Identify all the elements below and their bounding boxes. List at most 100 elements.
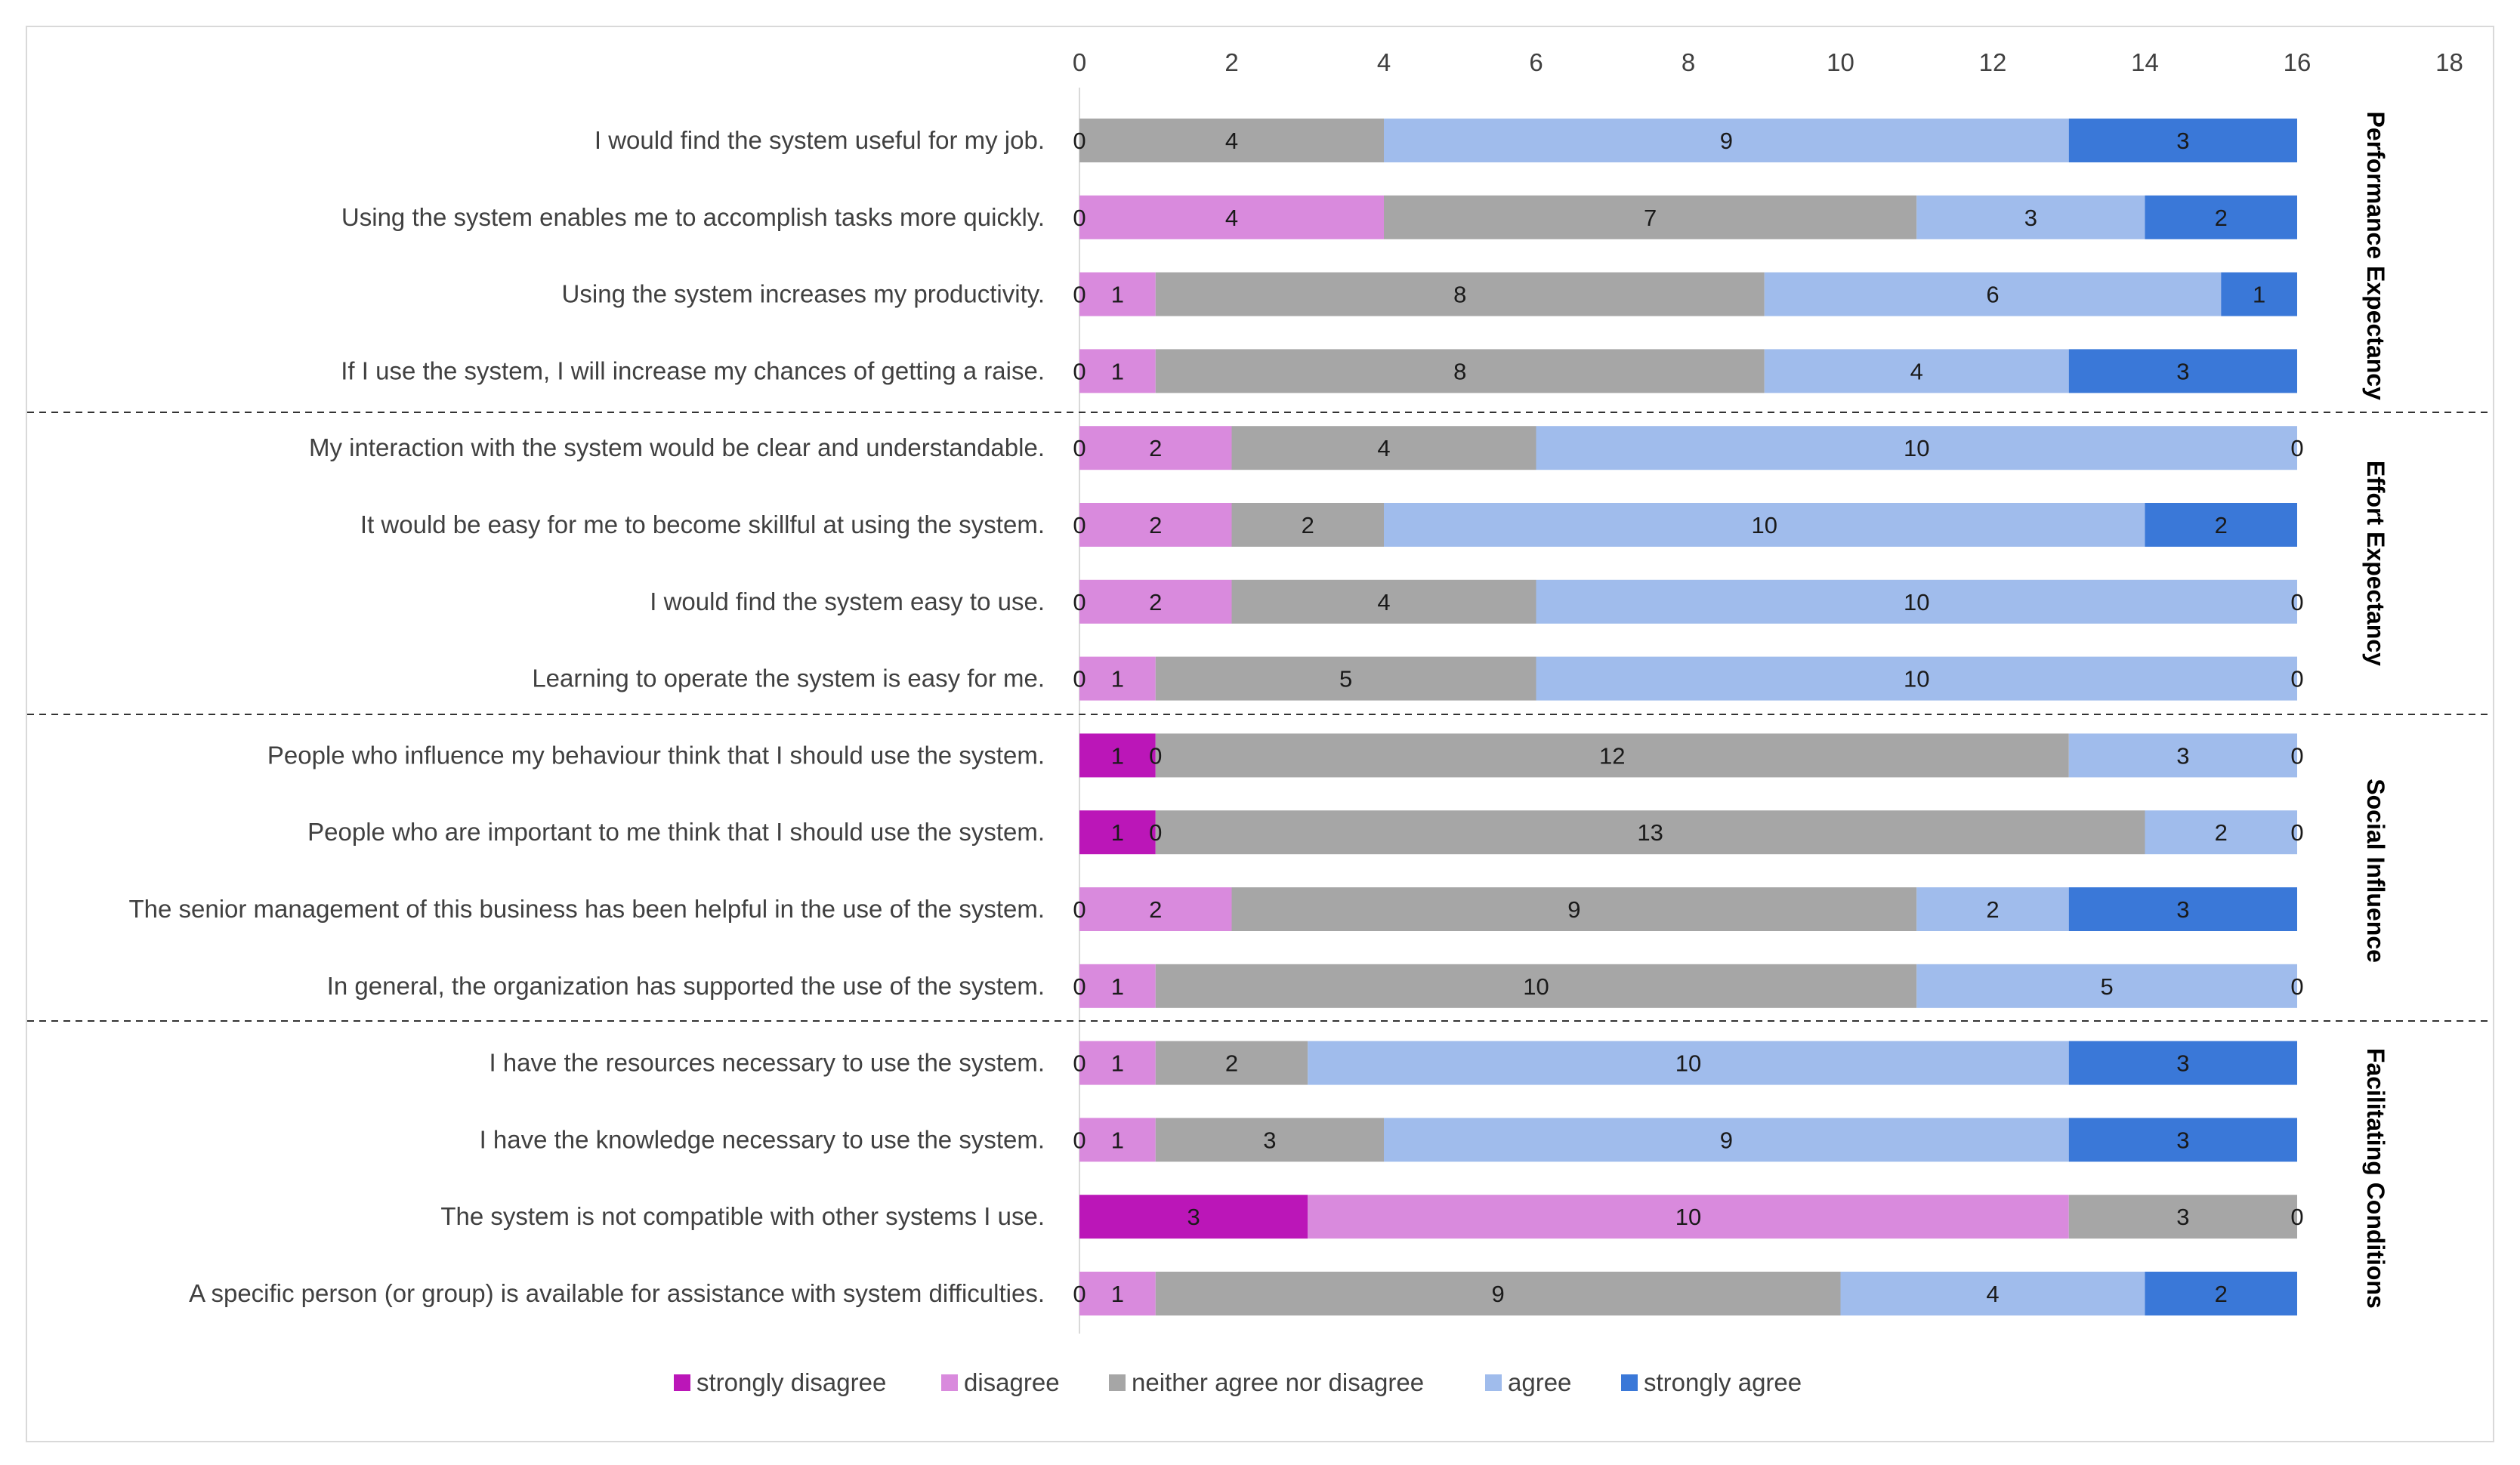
data-label: 0 bbox=[1149, 819, 1162, 846]
data-label: 0 bbox=[2290, 973, 2303, 1000]
bar-segment bbox=[1384, 1118, 2069, 1162]
data-label: 6 bbox=[1986, 282, 1999, 308]
x-tick-label: 6 bbox=[1529, 48, 1543, 76]
category-label: I would find the system easy to use. bbox=[650, 588, 1045, 615]
data-label: 1 bbox=[1111, 973, 1124, 1000]
category-label: People who influence my behaviour think … bbox=[267, 741, 1045, 769]
bar-segment bbox=[2068, 1041, 2297, 1085]
data-label: 10 bbox=[1752, 512, 1777, 538]
data-label: 4 bbox=[1910, 358, 1923, 384]
category-label: I have the knowledge necessary to use th… bbox=[480, 1125, 1045, 1153]
data-label: 10 bbox=[1675, 1204, 1701, 1230]
x-tick-label: 16 bbox=[2284, 48, 2312, 76]
bar-segment bbox=[1079, 1118, 1156, 1162]
category-labels: I would find the system useful for my jo… bbox=[128, 126, 1045, 1307]
category-label: Using the system increases my productivi… bbox=[562, 280, 1045, 308]
bar-segment bbox=[1079, 1272, 1156, 1315]
data-label: 2 bbox=[1302, 512, 1314, 538]
x-tick-label: 4 bbox=[1377, 48, 1391, 76]
bar-segment bbox=[1231, 503, 1384, 547]
data-label: 2 bbox=[2215, 512, 2228, 538]
legend-label: strongly disagree bbox=[696, 1368, 886, 1396]
data-label: 10 bbox=[1904, 435, 1929, 461]
bar-segment bbox=[1384, 503, 2145, 547]
bar-segment bbox=[2221, 272, 2297, 316]
bar-segment bbox=[2145, 503, 2297, 547]
data-label: 4 bbox=[1225, 205, 1238, 231]
data-label: 2 bbox=[1149, 896, 1162, 923]
data-label: 13 bbox=[1637, 819, 1663, 846]
bar-segment bbox=[2068, 1195, 2297, 1239]
group-labels: Performance Expectancy Effort Expectancy S… bbox=[2362, 111, 2389, 1308]
bar-segment bbox=[1079, 579, 1232, 624]
bar-segment bbox=[1231, 887, 1917, 931]
chart-area: 0 2 4 6 8 10 12 14 16 18 I would find the system … bbox=[26, 26, 2494, 1442]
data-label: 9 bbox=[1720, 1127, 1733, 1153]
x-axis-ticks: 0 2 4 6 8 10 12 14 16 18 bbox=[1073, 48, 2463, 76]
data-label: 3 bbox=[1187, 1204, 1200, 1230]
bar-segment bbox=[1308, 1041, 2069, 1085]
bar-segment bbox=[1308, 1195, 2069, 1239]
bar-segment bbox=[1916, 964, 2297, 1008]
bar-segment bbox=[2145, 810, 2297, 855]
data-label: 5 bbox=[1339, 666, 1352, 692]
category-label: I would find the system useful for my jo… bbox=[594, 126, 1045, 154]
group-separators bbox=[27, 412, 2493, 1022]
bar-segment bbox=[2068, 1118, 2297, 1162]
data-label: 3 bbox=[2176, 742, 2189, 769]
data-label: 9 bbox=[1720, 128, 1733, 154]
group-label: Facilitating Conditions bbox=[2362, 1048, 2389, 1309]
bar-segment bbox=[1155, 964, 1917, 1008]
bar-segment bbox=[1536, 426, 2297, 470]
group-label: Social Influence bbox=[2362, 779, 2389, 963]
data-label: 0 bbox=[2290, 589, 2303, 615]
legend-swatch bbox=[1109, 1374, 1126, 1391]
data-label: 2 bbox=[1149, 435, 1162, 461]
data-label: 0 bbox=[1073, 1127, 1086, 1153]
data-label: 3 bbox=[1263, 1127, 1276, 1153]
bar-segment bbox=[1079, 810, 1156, 855]
data-label: 1 bbox=[1111, 1127, 1124, 1153]
bar-segment bbox=[1155, 733, 2069, 778]
group-label: Performance Expectancy bbox=[2362, 111, 2389, 400]
data-label: 4 bbox=[1225, 128, 1238, 154]
data-label: 1 bbox=[1111, 282, 1124, 308]
legend-label: neither agree nor disagree bbox=[1132, 1368, 1424, 1396]
category-label: If I use the system, I will increase my … bbox=[341, 356, 1045, 384]
x-tick-label: 0 bbox=[1073, 48, 1086, 76]
data-label: 0 bbox=[1073, 896, 1086, 923]
data-label: 4 bbox=[1377, 435, 1390, 461]
bar-segment bbox=[1764, 349, 2069, 393]
bar-segment bbox=[1079, 349, 1156, 393]
data-label: 2 bbox=[1149, 589, 1162, 615]
bar-segment bbox=[1155, 1118, 1384, 1162]
x-tick-label: 8 bbox=[1682, 48, 1695, 76]
category-label: Learning to operate the system is easy f… bbox=[532, 665, 1045, 692]
data-label: 1 bbox=[1111, 666, 1124, 692]
bar-segment bbox=[1155, 272, 1765, 316]
bar-segment bbox=[1231, 426, 1536, 470]
bar-segment bbox=[1079, 503, 1232, 547]
data-label: 0 bbox=[1073, 282, 1086, 308]
data-label: 10 bbox=[1675, 1050, 1701, 1077]
data-label: 0 bbox=[1149, 742, 1162, 769]
bar-segment bbox=[1079, 656, 1156, 701]
data-label: 3 bbox=[2176, 358, 2189, 384]
bar-segment bbox=[2145, 195, 2297, 239]
x-tick-label: 18 bbox=[2435, 48, 2463, 76]
bar-segment bbox=[1155, 349, 1765, 393]
bar-segment bbox=[2145, 1272, 2297, 1315]
bar-segment bbox=[1079, 887, 1232, 931]
bar-segment bbox=[1155, 1272, 1841, 1315]
data-label: 3 bbox=[2176, 896, 2189, 923]
data-label: 0 bbox=[1073, 205, 1086, 231]
data-label: 0 bbox=[2290, 666, 2303, 692]
data-label: 0 bbox=[1073, 973, 1086, 1000]
data-label: 2 bbox=[2215, 1281, 2228, 1307]
legend: strongly disagree disagree neither agree n… bbox=[674, 1368, 1802, 1396]
data-label: 2 bbox=[2215, 205, 2228, 231]
data-label: 3 bbox=[2176, 1050, 2189, 1077]
bar-segment bbox=[1916, 195, 2145, 239]
data-label: 5 bbox=[2101, 973, 2114, 1000]
data-label: 0 bbox=[1073, 1050, 1086, 1077]
